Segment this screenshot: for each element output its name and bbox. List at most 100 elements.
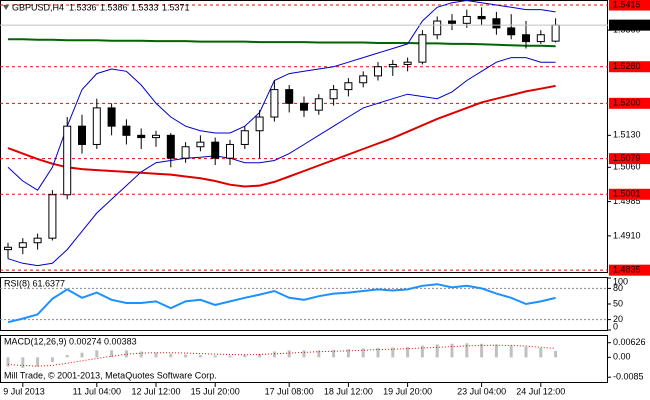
candle-body [418,34,427,63]
candle-body [48,194,57,239]
y-tick-label: 0.00 [613,352,631,362]
macd-bar [346,349,350,358]
level-box [609,153,650,165]
level-label: 1.5280 [613,61,641,71]
macd-bar [480,343,484,358]
x-tick-label: 18 Jul 12:00 [324,386,373,396]
macd-bar [376,347,380,358]
macd-bar [391,347,395,358]
candle-body [137,134,146,139]
macd-bar [110,350,114,358]
candle-body [181,146,190,159]
candle-body [78,125,86,145]
macd-bar [36,357,40,367]
y-tick-label: 1.4910 [613,230,641,240]
candle-body [507,27,516,36]
candle-body [211,141,220,159]
candle-body [33,237,42,244]
y-tick-label: 100 [613,276,628,286]
level-label: 1.5415 [613,0,641,9]
x-tick-label: 17 Jul 08:00 [265,386,314,396]
candle-body [329,89,338,100]
macd-bar [258,353,262,358]
header-low: 1.5333 [131,2,159,12]
level-label: 1.5200 [613,98,641,108]
header-high: 1.5386 [100,2,128,12]
candle-body [536,34,545,43]
candle-body [255,116,264,132]
candle-body [196,141,205,148]
macd-plot [6,343,558,368]
candle-body [477,15,486,20]
rsi-line [7,283,556,324]
candle-body [18,242,27,248]
symbol-icon [3,5,9,10]
macd-bar [6,357,10,367]
indicator-line [7,0,556,191]
macd-bar [243,355,247,358]
macd-bar [302,350,306,358]
candle-body [300,102,308,111]
y-tick-label: 1.5130 [613,130,641,140]
macd-bar [169,353,173,358]
candle-body [433,20,442,36]
x-tick-label: 9 Jul 2013 [3,386,45,396]
macd-bar [124,350,128,358]
y-tick-label: 20 [613,314,623,324]
level-box [609,188,650,200]
candle-body [166,134,175,159]
level-box [609,0,650,11]
macd-bar [50,357,54,363]
x-tick-label: 23 Jul 04:00 [457,386,506,396]
candle-body [448,20,456,24]
x-tick-label: 12 Jul 12:00 [131,386,180,396]
candle-body [270,89,279,118]
header-open: 1.5336 [69,2,97,12]
indicator-line [7,57,556,267]
candle-body [388,63,397,68]
y-tick-label: 0.00626 [613,337,646,347]
x-tick-label: 19 Jul 20:00 [383,386,432,396]
macd-bar [65,355,69,358]
macd-bar [494,344,498,358]
macd-bar [21,357,25,368]
candle-body [107,107,116,127]
macd-bar [139,351,143,358]
macd-bar [539,347,543,358]
y-tick-label: 80 [613,283,623,293]
macd-bar [317,350,321,358]
level-label: 1.5079 [613,153,641,163]
macd-bar [435,344,439,358]
main-plot [0,0,608,271]
candle-body [344,82,353,91]
rsi-plot [0,283,608,324]
candle-body [374,66,382,77]
x-tick-label: 15 Jul 20:00 [191,386,240,396]
macd-bar [213,355,217,358]
macd-bar [154,352,158,358]
header-close: 1.5371 [162,2,190,12]
macd-bar [509,345,513,358]
symbol: GBPUSD,H4 [12,2,64,12]
level-box [609,97,650,109]
candle-body [122,125,131,136]
rsi-panel-frame [0,277,608,331]
candle-body [551,24,560,42]
price-label: 1.5371 [613,20,641,30]
watermark: Mill Trade, © 2001-2013, MetaQuotes Soft… [4,370,217,380]
candle-body [92,107,101,145]
macd-bar [361,348,365,358]
macd-bar [287,350,291,358]
indicator-line [8,38,556,48]
macd-bar [272,351,276,358]
y-tick-label: 0 [613,321,618,331]
rsi-title: RSI(8) 61.6377 [4,278,65,288]
macd-bar [184,354,188,358]
candle-body [359,75,368,84]
macd-bar [228,355,232,358]
macd-panel-frame [0,335,608,383]
level-label: 1.5001 [613,189,641,199]
macd-bar [554,350,558,358]
macd-title: MACD(12,26,9) 0.00274 0.00383 [4,336,137,346]
candle-body [285,89,294,104]
